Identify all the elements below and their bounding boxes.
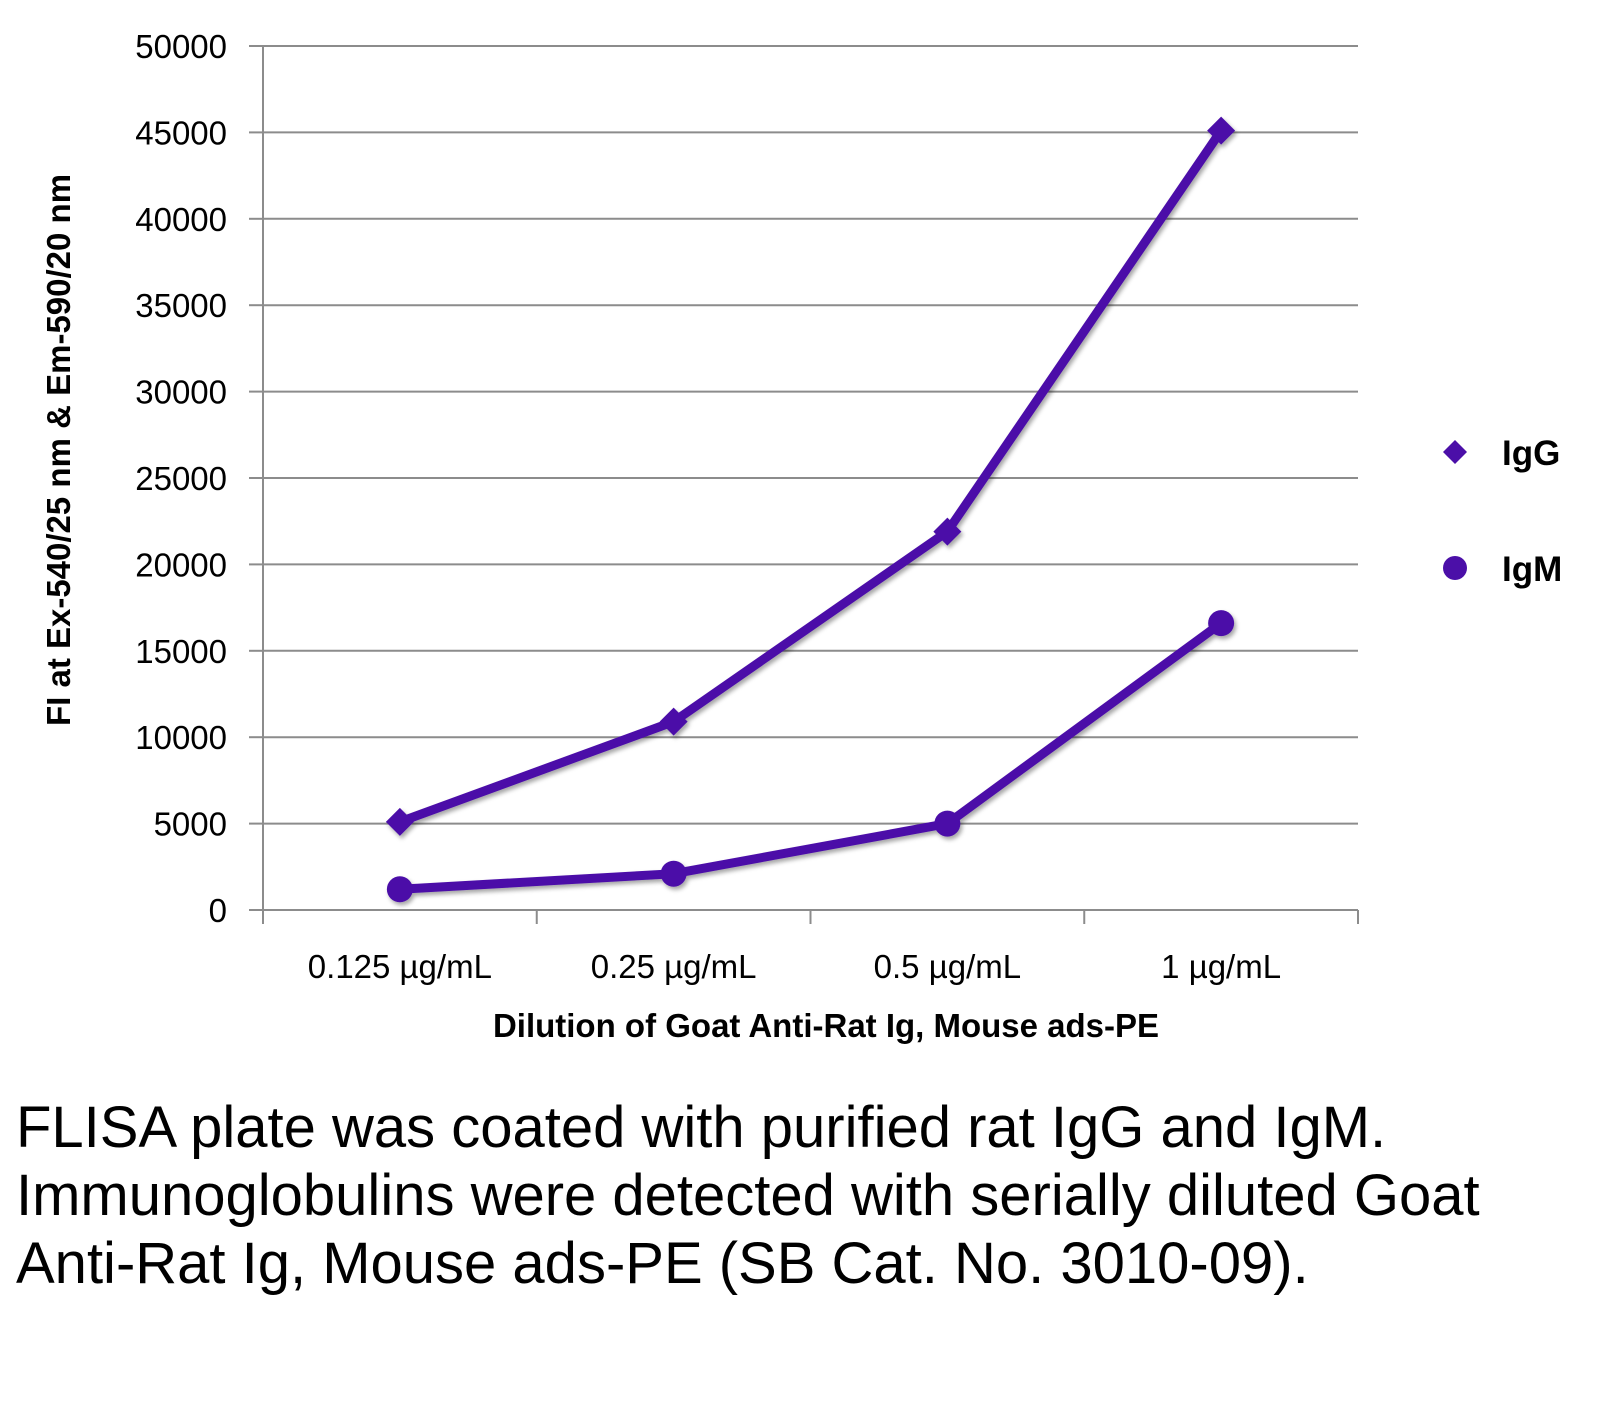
y-axis-title: FI at Ex-540/25 nm & Em-590/20 nm: [40, 174, 77, 726]
series-igm: [386, 610, 1235, 903]
legend-igm-marker: [1443, 556, 1467, 580]
line-chart: 0 5000 10000 15000 20000 25000 30000 35000 40000…: [40, 28, 1562, 1044]
legend-item-igm: IgM: [1405, 550, 1562, 589]
point-igg: [1207, 116, 1236, 145]
figure-caption: FLISA plate was coated with purified rat…: [16, 1095, 1480, 1296]
y-tick-label: 10000: [135, 719, 227, 756]
y-tick-label: 0: [209, 892, 227, 929]
point-igm: [386, 876, 413, 903]
series-igg: [385, 116, 1236, 836]
series-line-igm: [395, 618, 1226, 894]
x-tick-label: 1 µg/mL: [1161, 948, 1281, 985]
series-line-igg: [395, 126, 1226, 827]
y-tick-label: 5000: [154, 806, 227, 843]
point-igm: [934, 810, 961, 837]
legend-item-igg: IgG: [1405, 434, 1560, 473]
x-tick-label: 0.5 µg/mL: [874, 948, 1021, 985]
point-igm: [1208, 610, 1235, 637]
x-tick-label: 0.25 µg/mL: [591, 948, 757, 985]
y-tick-label: 25000: [135, 460, 227, 497]
legend-label-igg: IgG: [1502, 434, 1560, 473]
legend-label-igm: IgM: [1502, 550, 1562, 589]
legend: IgG IgM: [1405, 434, 1562, 589]
series: [385, 116, 1236, 903]
point-igg: [933, 517, 962, 546]
y-tick-label: 45000: [135, 114, 227, 151]
x-tick-labels: 0.125 µg/mL 0.25 µg/mL 0.5 µg/mL 1 µg/mL: [308, 948, 1281, 985]
x-tick-label: 0.125 µg/mL: [308, 948, 492, 985]
point-igg: [659, 707, 688, 736]
y-tick-label: 40000: [135, 201, 227, 238]
x-axis-title: Dilution of Goat Anti-Rat Ig, Mouse ads-…: [493, 1007, 1159, 1044]
y-tick-label: 20000: [135, 546, 227, 583]
point-igm: [660, 860, 687, 887]
y-tick-label: 30000: [135, 374, 227, 411]
point-igg: [385, 807, 414, 836]
y-tick-label: 50000: [135, 28, 227, 65]
gridlines: [263, 45, 1358, 825]
y-tick-label: 35000: [135, 287, 227, 324]
legend-igg-marker: [1443, 440, 1467, 464]
y-tick-label: 15000: [135, 633, 227, 670]
axes: [249, 45, 1359, 924]
y-tick-labels: 0 5000 10000 15000 20000 25000 30000 35000 40000…: [135, 28, 227, 929]
